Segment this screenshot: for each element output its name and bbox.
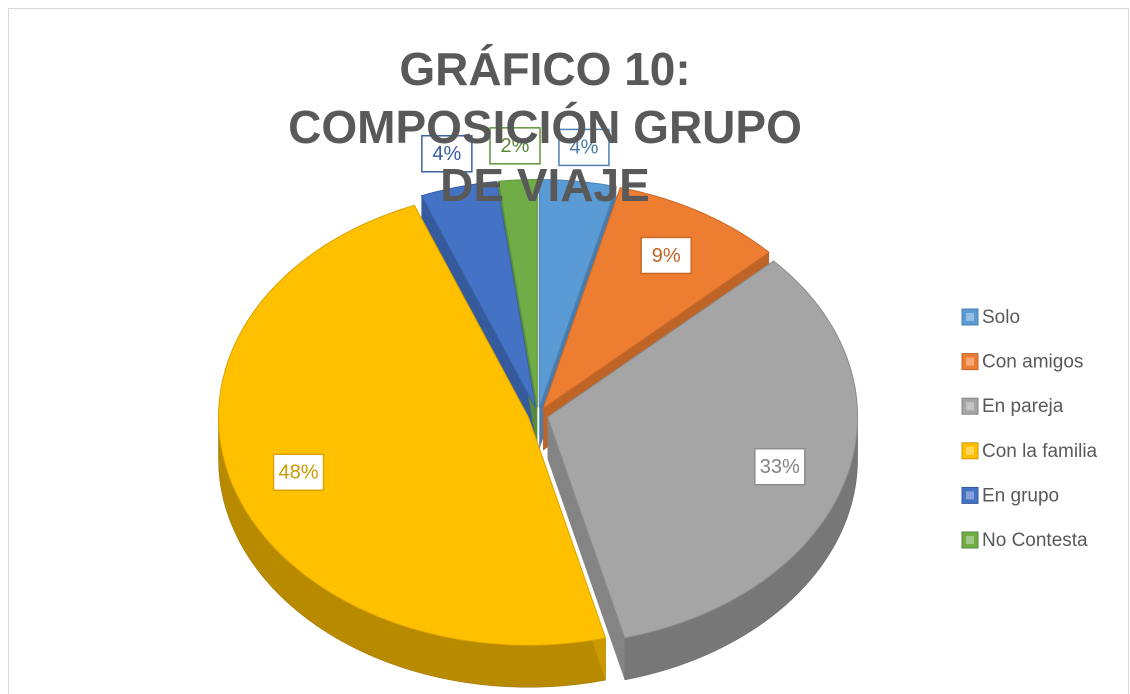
- data-label-box: [421, 135, 473, 173]
- legend-swatch: [961, 486, 979, 504]
- pie-slice: [542, 187, 770, 410]
- legend-label: Con la familia: [982, 441, 1098, 462]
- legend-swatch-inner: [966, 357, 974, 366]
- legend-swatch-inner: [966, 446, 974, 455]
- legend-swatch-inner: [966, 402, 974, 411]
- legend-swatch: [961, 397, 979, 415]
- data-label-box: [640, 236, 692, 275]
- legend-label: Con amigos: [982, 352, 1083, 373]
- data-label: 4%: [569, 137, 598, 159]
- pie-slice: [420, 180, 537, 408]
- legend-swatch-inner: [966, 313, 974, 321]
- pie-slice: [547, 260, 859, 639]
- data-label-box: [754, 447, 806, 486]
- chart-title: GRÁFICO 10: COMPOSICIÓN GRUPO DE VIAJE: [288, 43, 802, 211]
- data-label: 48%: [279, 462, 319, 484]
- pie-slice: [497, 179, 538, 408]
- legend-swatch-inner: [966, 491, 974, 500]
- legend-swatch: [961, 353, 979, 371]
- data-label-box: [558, 128, 610, 167]
- data-label-box: [489, 127, 541, 165]
- legend-swatch: [961, 531, 979, 549]
- pie-slice: [218, 204, 607, 646]
- legend-swatch: [961, 442, 979, 460]
- legend-label: No Contesta: [982, 530, 1088, 551]
- legend-swatch-inner: [966, 536, 974, 544]
- legend-label: En grupo: [982, 485, 1059, 506]
- data-label-box: [272, 453, 325, 492]
- legend-label: En pareja: [982, 396, 1064, 417]
- legend-label: Solo: [982, 307, 1020, 328]
- data-label: 4%: [432, 143, 461, 165]
- pie-edge: [547, 417, 625, 680]
- chart-border: [8, 8, 1129, 694]
- data-label: 9%: [652, 245, 681, 267]
- data-label: 2%: [501, 135, 530, 157]
- data-label: 33%: [760, 456, 800, 478]
- legend-swatch: [961, 308, 979, 326]
- pie-slice: [538, 179, 618, 408]
